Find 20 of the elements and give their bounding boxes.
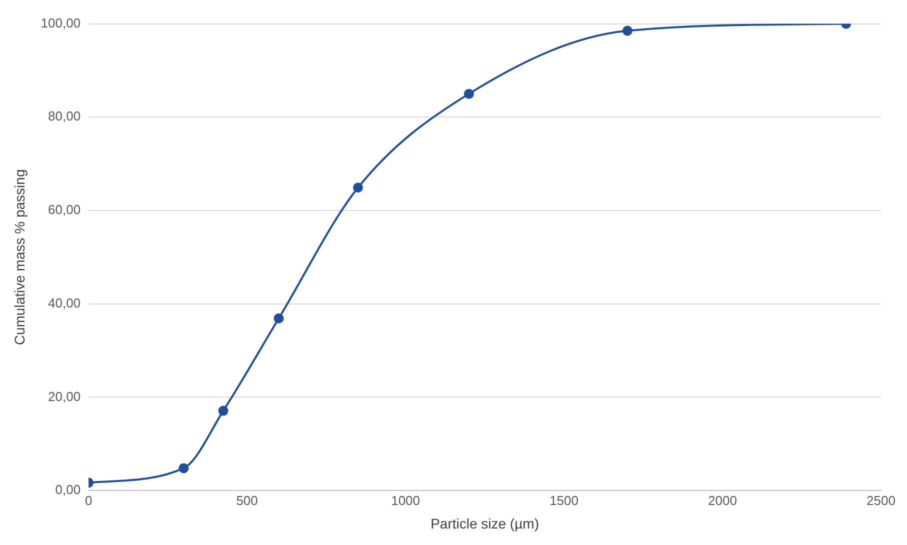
y-tick-label: 60,00: [48, 202, 81, 218]
point: [218, 406, 228, 416]
point: [464, 88, 474, 99]
point: [178, 463, 189, 474]
y-tick-label: 40,00: [48, 295, 81, 310]
x-tick-label: 1500: [550, 492, 578, 508]
x-tick-label: 2000: [708, 492, 737, 508]
y-tick-label: 100,00: [40, 15, 81, 30]
y-tick-label: 80,00: [48, 108, 81, 124]
y-axis-title: Cumulative mass % passing: [11, 169, 28, 346]
point: [274, 313, 284, 324]
x-tick-label: 1000: [391, 492, 420, 508]
x-tick-label: 0: [84, 492, 92, 508]
x-axis-title: Particle size (µm): [430, 515, 539, 532]
point: [622, 26, 632, 36]
point: [352, 182, 363, 193]
x-tick-label: 500: [236, 492, 258, 508]
y-tick-label: 0,00: [55, 482, 81, 498]
y-tick-label: 20,00: [48, 388, 81, 404]
x-tick-label: 2500: [866, 492, 896, 508]
